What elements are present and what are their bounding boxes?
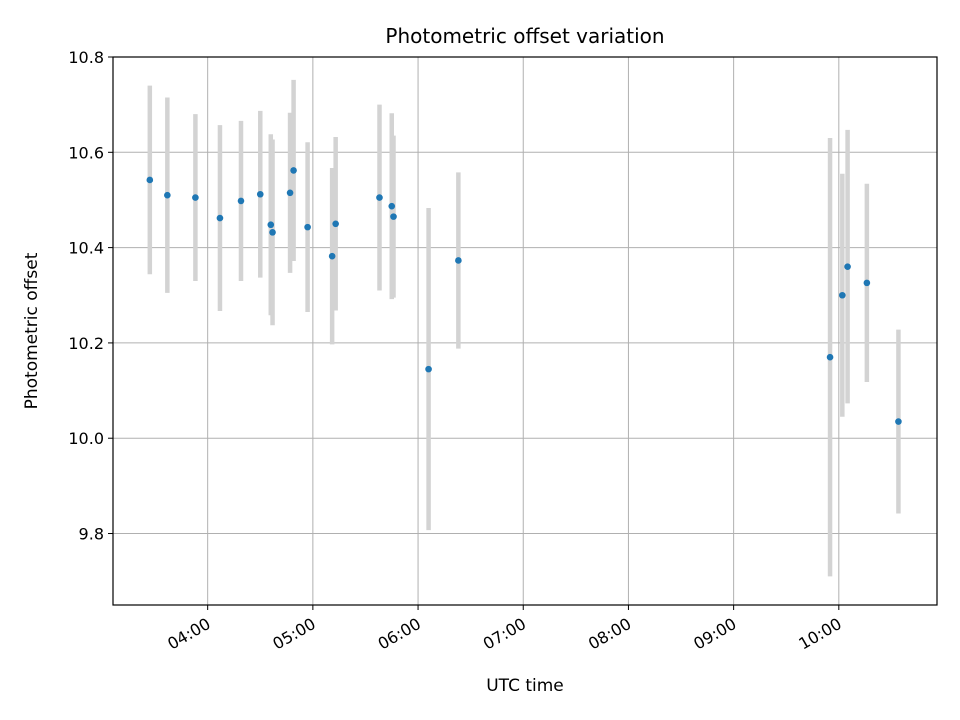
data-point (839, 291, 846, 299)
x-axis-label: UTC time (486, 676, 564, 696)
data-point (895, 418, 902, 425)
data-point (826, 353, 834, 361)
data-point (863, 279, 871, 287)
data-points (146, 167, 902, 425)
data-point (388, 202, 396, 210)
data-point (376, 194, 383, 201)
data-point (304, 223, 311, 231)
data-point (332, 220, 339, 228)
y-axis-label: Photometric offset (22, 252, 42, 409)
data-point (237, 197, 245, 205)
data-point (267, 221, 275, 229)
data-point (390, 213, 397, 220)
data-point (146, 176, 154, 184)
data-point (328, 252, 336, 260)
y-tick-label: 10.8 (68, 48, 104, 67)
y-tick-label: 10.4 (68, 239, 104, 258)
data-point (844, 263, 851, 270)
y-tick-label: 10.6 (68, 143, 104, 162)
data-point (290, 167, 297, 174)
y-tick-label: 9.8 (79, 525, 104, 544)
data-point (256, 190, 264, 198)
data-point (455, 257, 462, 264)
data-point (286, 189, 294, 197)
data-point (192, 194, 199, 201)
chart-title: Photometric offset variation (385, 24, 664, 48)
data-point (425, 365, 432, 373)
data-point (269, 229, 276, 236)
y-tick-label: 10.0 (68, 429, 104, 448)
plot-frame (112, 56, 938, 606)
y-axis: 9.8 10.0 10.2 10.4 10.6 10.8 (68, 48, 113, 544)
data-point (164, 191, 171, 199)
data-point (216, 214, 224, 222)
y-tick-label: 10.2 (68, 334, 104, 353)
